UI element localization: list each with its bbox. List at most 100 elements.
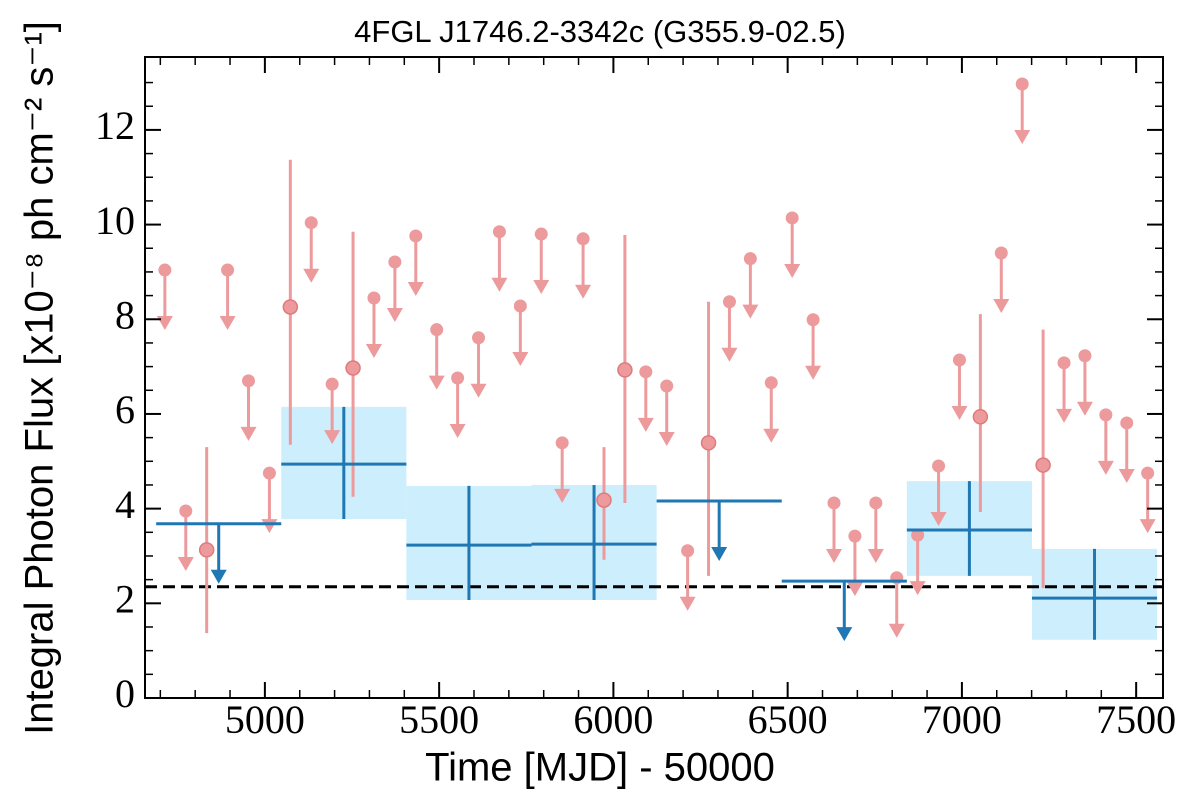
monthly-point bbox=[534, 227, 548, 241]
monthly-point bbox=[198, 542, 215, 558]
y-axis-label: Integral Photon Flux [x10⁻⁸ ph cm⁻² s⁻¹] bbox=[18, 21, 62, 735]
monthly-point bbox=[409, 229, 423, 243]
monthly-upper-limit-head bbox=[763, 428, 780, 443]
monthly-upper-limit-head bbox=[909, 581, 926, 596]
monthly-point bbox=[681, 544, 695, 558]
monthly-point bbox=[785, 211, 799, 225]
monthly-point bbox=[345, 360, 361, 376]
x-tick-label: 6000 bbox=[573, 697, 653, 742]
monthly-point bbox=[513, 299, 527, 313]
monthly-upper-limit-head bbox=[805, 365, 822, 380]
monthly-upper-limit-head bbox=[1118, 468, 1135, 483]
monthly-upper-limit-head bbox=[303, 268, 320, 283]
monthly-upper-limit-head bbox=[1097, 460, 1114, 475]
monthly-point bbox=[700, 435, 717, 451]
y-tick-label: 12 bbox=[95, 103, 135, 148]
monthly-upper-limit-head bbox=[386, 307, 403, 322]
monthly-upper-limit-head bbox=[533, 280, 550, 295]
monthly-point bbox=[1057, 356, 1071, 370]
monthly-upper-limit-head bbox=[658, 432, 675, 447]
monthly-upper-limit-head bbox=[888, 623, 905, 638]
monthly-point bbox=[764, 376, 778, 390]
monthly-upper-limit-head bbox=[219, 316, 236, 331]
monthly-point bbox=[179, 504, 193, 518]
x-tick-label: 7000 bbox=[922, 697, 1002, 742]
chart-title: 4FGL J1746.2-3342c (G355.9-02.5) bbox=[354, 14, 846, 49]
monthly-point bbox=[848, 529, 862, 543]
monthly-upper-limit-head bbox=[324, 430, 341, 445]
x-tick-label: 6500 bbox=[748, 697, 828, 742]
monthly-point bbox=[158, 263, 172, 277]
yearly-upper-limit-head bbox=[836, 627, 853, 642]
monthly-point bbox=[932, 459, 946, 473]
monthly-point bbox=[660, 379, 674, 393]
monthly-upper-limit-head bbox=[1139, 519, 1156, 534]
yearly-upper-limit-head bbox=[210, 569, 227, 584]
monthly-point bbox=[388, 255, 402, 269]
monthly-point bbox=[743, 252, 757, 266]
monthly-upper-limit-head bbox=[470, 383, 487, 398]
monthly-point bbox=[911, 528, 925, 542]
monthly-point bbox=[430, 323, 444, 337]
monthly-upper-limit-head bbox=[365, 343, 382, 358]
monthly-point bbox=[492, 225, 506, 239]
monthly-point bbox=[1035, 457, 1051, 473]
monthly-point bbox=[1120, 416, 1134, 430]
monthly-point bbox=[325, 377, 339, 391]
monthly-point bbox=[576, 232, 590, 246]
monthly-upper-limit-head bbox=[1014, 129, 1031, 144]
monthly-upper-limit-head bbox=[784, 263, 801, 278]
monthly-upper-limit-head bbox=[826, 548, 843, 563]
y-tick-label: 4 bbox=[115, 482, 135, 527]
monthly-point bbox=[304, 216, 318, 230]
yearly-upper-limit-head bbox=[711, 547, 728, 562]
monthly-upper-limit-head bbox=[846, 582, 863, 597]
monthly-point bbox=[221, 263, 235, 277]
monthly-point bbox=[242, 374, 256, 388]
monthly-upper-limit-head bbox=[554, 488, 571, 503]
monthly-point bbox=[1015, 77, 1029, 91]
monthly-upper-limit-head bbox=[428, 375, 445, 390]
monthly-point bbox=[639, 365, 653, 379]
monthly-point bbox=[972, 409, 989, 425]
x-tick-label: 7500 bbox=[1096, 697, 1176, 742]
monthly-upper-limit-head bbox=[993, 298, 1010, 313]
monthly-point bbox=[806, 313, 820, 327]
monthly-upper-limit-head bbox=[177, 557, 194, 572]
monthly-upper-limit-head bbox=[449, 423, 466, 438]
monthly-point bbox=[1078, 349, 1092, 363]
plot-frame bbox=[144, 56, 1164, 699]
monthly-upper-limit-head bbox=[240, 426, 257, 441]
x-tick-label: 5500 bbox=[399, 697, 479, 742]
monthly-point bbox=[262, 466, 276, 480]
monthly-point bbox=[827, 496, 841, 510]
monthly-upper-limit-head bbox=[951, 405, 968, 420]
x-axis-label: Time [MJD] - 50000 bbox=[425, 746, 775, 790]
monthly-point bbox=[282, 299, 299, 315]
monthly-upper-limit-head bbox=[491, 277, 508, 292]
monthly-upper-limit-head bbox=[679, 596, 696, 611]
monthly-point bbox=[596, 492, 612, 508]
monthly-upper-limit-head bbox=[721, 347, 738, 362]
monthly-upper-limit-head bbox=[867, 548, 884, 563]
monthly-point bbox=[367, 291, 381, 305]
monthly-point bbox=[952, 353, 966, 367]
monthly-upper-limit-head bbox=[637, 417, 654, 432]
monthly-upper-limit-head bbox=[742, 304, 759, 319]
monthly-upper-limit-head bbox=[156, 316, 173, 331]
y-tick-label: 2 bbox=[115, 576, 135, 621]
y-tick-label: 6 bbox=[115, 387, 135, 432]
monthly-point bbox=[1099, 408, 1113, 422]
monthly-upper-limit-head bbox=[1076, 401, 1093, 416]
monthly-point bbox=[869, 496, 883, 510]
y-tick-label: 8 bbox=[115, 292, 135, 337]
monthly-point bbox=[555, 436, 569, 450]
monthly-upper-limit-head bbox=[575, 284, 592, 299]
monthly-point bbox=[994, 246, 1008, 260]
monthly-upper-limit-head bbox=[407, 281, 424, 296]
y-tick-label: 10 bbox=[95, 198, 135, 243]
monthly-point bbox=[472, 331, 486, 345]
monthly-point bbox=[1141, 466, 1155, 480]
monthly-upper-limit-head bbox=[1056, 408, 1073, 423]
